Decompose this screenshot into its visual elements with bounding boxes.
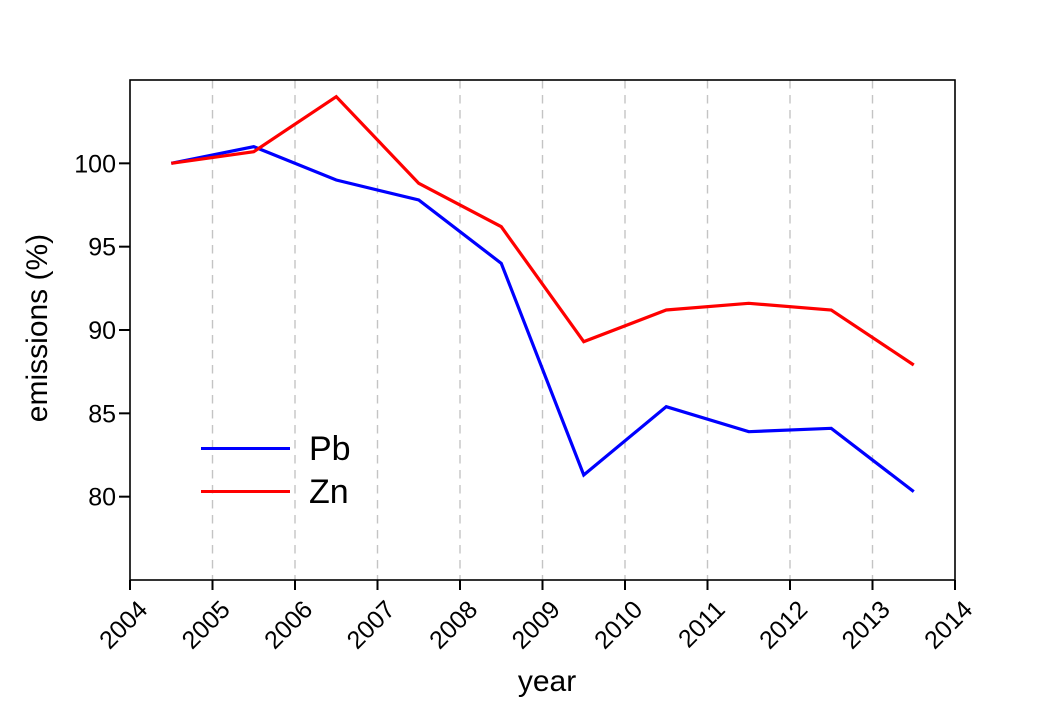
x-tick-label-2004: 2004: [94, 595, 153, 654]
x-tick-label-2011: 2011: [673, 595, 731, 653]
x-tick-label-2013: 2013: [837, 595, 896, 654]
x-tick-label-2010: 2010: [589, 595, 648, 654]
zn-legend-label: Zn: [309, 472, 349, 511]
x-tick-label-2008: 2008: [424, 595, 483, 654]
x-tick-label-2009: 2009: [507, 595, 566, 654]
y-tick-label-85: 85: [88, 400, 116, 428]
pb-series-line: [170, 145, 915, 493]
y-tick-label-90: 90: [88, 317, 116, 345]
y-axis-title: emissions (%): [21, 233, 54, 423]
x-tick-label-2007: 2007: [342, 595, 401, 654]
legend-item-pb: Pb: [201, 427, 351, 470]
x-tick-label-2005: 2005: [177, 595, 236, 654]
zn-series-line: [171, 94, 915, 367]
x-tick-label-2012: 2012: [754, 595, 813, 654]
legend-item-zn: Zn: [201, 470, 351, 513]
legend: Pb Zn: [201, 427, 351, 513]
pb-legend-label: Pb: [309, 429, 351, 468]
zn-line-swatch: [201, 490, 290, 493]
y-tick-label-100: 100: [74, 150, 116, 178]
y-tick-label-80: 80: [88, 484, 116, 512]
x-axis-title: year: [517, 665, 577, 698]
y-tick-label-95: 95: [88, 234, 116, 262]
x-tick-label-2014: 2014: [919, 595, 978, 654]
pb-line-swatch: [201, 447, 290, 450]
x-tick-label-2006: 2006: [259, 595, 318, 654]
